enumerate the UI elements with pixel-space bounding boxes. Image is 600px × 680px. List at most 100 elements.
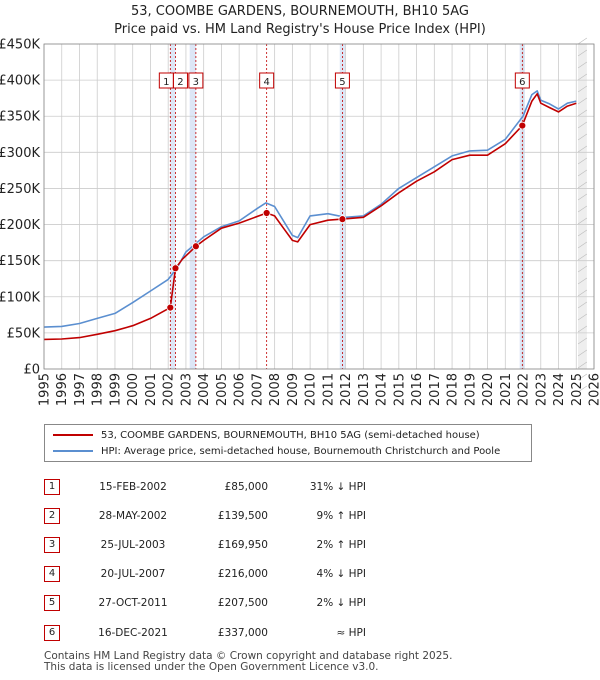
x-tick-label: 2017 <box>428 373 443 406</box>
forecast-hatch <box>577 385 588 393</box>
table-row: 5 27-OCT-2011 £207,500 2% ↓ HPI <box>44 589 366 618</box>
sale-label-text: 1 <box>163 77 169 88</box>
sale-label-box <box>259 72 275 89</box>
sale-label-box <box>172 72 188 89</box>
forecast-hatch <box>577 49 588 57</box>
sale-label-text: 3 <box>193 77 199 88</box>
y-tick-label: £400K <box>0 74 40 89</box>
forecast-hatch <box>577 157 588 165</box>
sale-label-text: 5 <box>339 77 345 88</box>
sale-date: 16-DEC-2021 <box>98 626 168 639</box>
sale-price: £207,500 <box>217 597 268 610</box>
footer-notice: Contains HM Land Registry data © Crown c… <box>44 651 452 673</box>
sale-hpi-comparison: 9% ↑ HPI <box>316 509 366 522</box>
x-tick-label: 1998 <box>91 373 106 406</box>
forecast-hatch <box>577 109 588 117</box>
forecast-hatch <box>577 349 588 357</box>
sale-label-text: 6 <box>519 77 525 88</box>
sale-date: 15-FEB-2002 <box>99 480 167 493</box>
forecast-hatch <box>577 73 588 81</box>
y-tick-label: £250K <box>0 182 40 197</box>
x-tick-label: 2022 <box>517 373 532 406</box>
legend-hpi-row: HPI: Average price, semi-detached house,… <box>53 444 500 458</box>
sale-number-badge: 4 <box>44 566 60 583</box>
x-tick-label: 2026 <box>588 373 600 406</box>
legend-price-label: 53, COOMBE GARDENS, BOURNEMOUTH, BH10 5A… <box>101 429 480 441</box>
sale-label-box <box>188 72 204 89</box>
forecast-hatch <box>577 325 588 333</box>
sale-label-box <box>514 72 530 89</box>
legend-hpi-label: HPI: Average price, semi-detached house,… <box>101 445 501 457</box>
sale-hpi-comparison: 2% ↑ HPI <box>316 538 366 551</box>
forecast-hatch <box>577 205 588 213</box>
forecast-hatch <box>577 37 588 45</box>
forecast-hatch <box>577 133 588 141</box>
forecast-hatch <box>577 229 588 237</box>
x-tick-label: 1995 <box>38 373 53 406</box>
footer-copyright: Contains HM Land Registry data © Crown c… <box>44 650 453 662</box>
sale-point <box>262 209 271 217</box>
y-tick-label: £0 <box>23 363 40 378</box>
chart-legend: 53, COOMBE GARDENS, BOURNEMOUTH, BH10 5A… <box>44 424 532 462</box>
forecast-hatch <box>577 61 588 69</box>
sale-number-badge: 6 <box>44 624 60 641</box>
forecast-region <box>578 44 587 369</box>
x-tick-label: 2016 <box>410 373 425 406</box>
forecast-hatch <box>577 181 588 189</box>
forecast-hatch <box>577 217 588 225</box>
x-tick-label: 2015 <box>392 373 407 406</box>
x-tick-label: 2019 <box>463 373 478 406</box>
x-tick-label: 1997 <box>73 373 88 406</box>
sale-point <box>518 121 527 130</box>
x-tick-label: 2000 <box>126 373 141 406</box>
x-tick-label: 2010 <box>304 373 319 406</box>
chart-title-line1: 53, COOMBE GARDENS, BOURNEMOUTH, BH10 5A… <box>130 4 470 19</box>
sale-label-text: 4 <box>263 77 269 88</box>
x-tick-label: 2006 <box>233 373 248 406</box>
sale-date: 28-MAY-2002 <box>98 509 168 522</box>
sale-hpi-comparison: 4% ↓ HPI <box>316 568 366 581</box>
plot-frame <box>43 43 595 370</box>
x-tick-label: 2011 <box>321 373 336 406</box>
forecast-hatch <box>577 253 588 261</box>
sale-period-shade <box>339 44 346 369</box>
y-tick-label: £50K <box>7 326 41 341</box>
forecast-hatch <box>577 289 588 297</box>
sale-date: 27-OCT-2011 <box>98 597 168 610</box>
price-chart: £0 £50K £100K £150K £200K £250K £300K £350K £400… <box>0 37 600 407</box>
sale-number-badge: 2 <box>44 507 60 524</box>
sale-price: £216,000 <box>217 568 268 581</box>
x-tick-label: 2009 <box>286 373 301 406</box>
x-tick-label: 2018 <box>446 373 461 406</box>
x-tick-label: 2021 <box>499 373 514 406</box>
forecast-hatch <box>577 241 588 249</box>
x-tick-label: 2024 <box>552 373 567 406</box>
sale-label-text: 2 <box>177 77 183 88</box>
x-tick-label: 2020 <box>481 373 496 406</box>
forecast-hatch <box>577 301 588 309</box>
legend-price-swatch <box>53 434 93 436</box>
x-tick-label: 2008 <box>268 373 283 406</box>
forecast-hatch <box>577 373 588 381</box>
sale-price: £337,000 <box>217 626 268 639</box>
x-tick-label: 1996 <box>55 373 70 406</box>
sale-price: £169,950 <box>217 538 268 551</box>
sale-date: 20-JUL-2007 <box>100 568 166 581</box>
x-tick-label: 2014 <box>375 373 390 406</box>
x-tick-label: 2013 <box>357 373 372 406</box>
y-tick-label: £200K <box>0 218 40 233</box>
sale-hpi-comparison: ≈ HPI <box>336 626 366 639</box>
sale-label-box <box>334 72 350 89</box>
y-tick-label: £150K <box>0 254 40 269</box>
sale-period-shade <box>189 44 196 369</box>
x-tick-label: 2007 <box>250 373 265 406</box>
x-tick-label: 2005 <box>215 373 230 406</box>
forecast-hatch <box>577 85 588 93</box>
sale-date: 25-JUL-2003 <box>100 538 166 551</box>
sale-period-shade <box>519 44 525 369</box>
y-tick-label: £450K <box>0 38 40 53</box>
forecast-hatch <box>577 277 588 285</box>
plot-area <box>44 44 594 369</box>
sale-number-badge: 5 <box>44 595 60 612</box>
sale-hpi-comparison: 2% ↓ HPI <box>316 597 366 610</box>
